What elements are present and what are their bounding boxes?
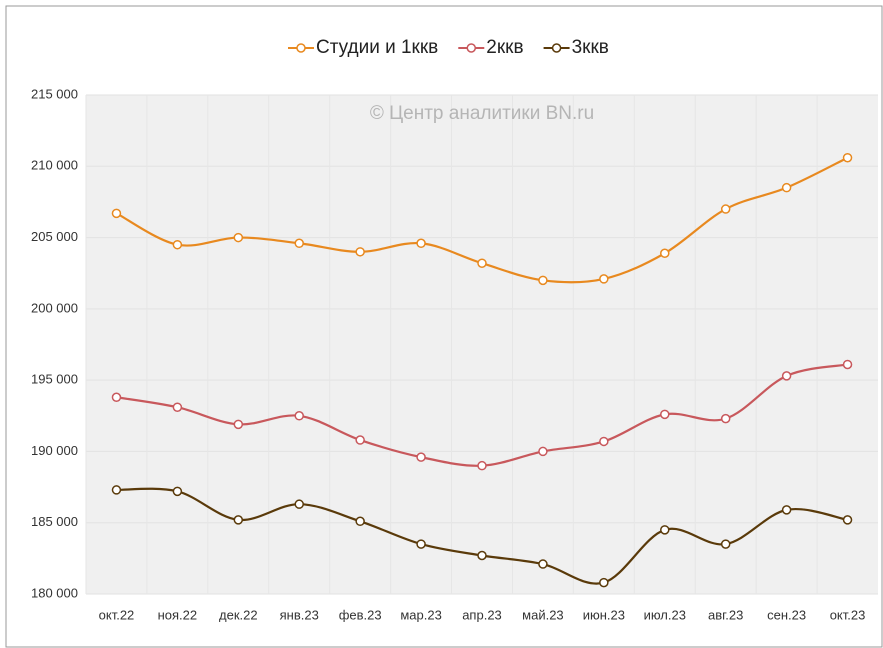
- point: [842, 515, 853, 525]
- point: [294, 411, 304, 421]
- point: [599, 577, 609, 588]
- y-tick-label: 205 000: [31, 229, 78, 244]
- x-tick-label: янв.23: [280, 607, 319, 622]
- x-tick-label: май.23: [522, 607, 564, 622]
- point: [781, 371, 792, 381]
- point: [172, 486, 183, 497]
- x-tick-label: мар.23: [400, 607, 441, 622]
- point: [172, 402, 183, 412]
- point: [172, 239, 183, 250]
- point: [842, 359, 853, 370]
- legend-marker: [296, 43, 306, 53]
- point: [294, 499, 304, 509]
- point: [477, 258, 487, 268]
- watermark: © Центр аналитики BN.ru: [370, 103, 594, 124]
- point: [233, 232, 244, 243]
- point: [538, 446, 548, 457]
- point: [599, 274, 609, 284]
- plot-area: [86, 95, 878, 594]
- legend-marker: [551, 43, 562, 53]
- point: [842, 152, 853, 163]
- legend-label: Студии и 1ккв: [316, 37, 438, 58]
- x-tick-label: апр.23: [462, 607, 502, 622]
- y-tick-label: 210 000: [31, 158, 78, 173]
- point: [355, 516, 365, 527]
- point: [233, 515, 244, 525]
- y-tick-label: 195 000: [31, 372, 78, 387]
- point: [660, 525, 670, 535]
- point: [294, 238, 304, 249]
- x-tick-label: июн.23: [583, 607, 625, 622]
- point: [720, 539, 731, 549]
- point: [233, 419, 244, 430]
- point: [720, 413, 731, 424]
- point: [660, 248, 670, 259]
- y-tick-label: 190 000: [31, 443, 78, 458]
- y-tick-label: 215 000: [31, 86, 78, 101]
- legend-label: 3ккв: [572, 37, 609, 58]
- point: [111, 208, 122, 219]
- point: [477, 460, 487, 471]
- point: [355, 247, 365, 257]
- legend-marker: [466, 43, 477, 53]
- point: [355, 435, 365, 445]
- y-tick-label: 180 000: [31, 585, 78, 600]
- point: [111, 392, 122, 403]
- point: [599, 436, 609, 447]
- x-tick-label: фев.23: [339, 607, 382, 622]
- x-tick-label: сен.23: [767, 607, 806, 622]
- point: [111, 485, 122, 495]
- point: [781, 182, 792, 193]
- x-tick-label: окт.23: [830, 607, 866, 622]
- point: [781, 505, 792, 515]
- point: [416, 452, 426, 462]
- point: [538, 559, 548, 569]
- point: [720, 204, 731, 214]
- x-tick-label: авг.23: [708, 607, 743, 622]
- y-tick-label: 200 000: [31, 300, 78, 315]
- x-tick-label: июл.23: [644, 607, 686, 622]
- point: [660, 409, 670, 420]
- y-tick-label: 185 000: [31, 514, 78, 529]
- point: [538, 275, 548, 286]
- x-tick-label: ноя.22: [158, 607, 198, 622]
- legend-label: 2ккв: [486, 37, 523, 58]
- x-tick-label: окт.22: [99, 607, 135, 622]
- x-tick-label: дек.22: [219, 607, 258, 622]
- point: [477, 550, 487, 561]
- point: [416, 539, 426, 549]
- point: [416, 238, 426, 249]
